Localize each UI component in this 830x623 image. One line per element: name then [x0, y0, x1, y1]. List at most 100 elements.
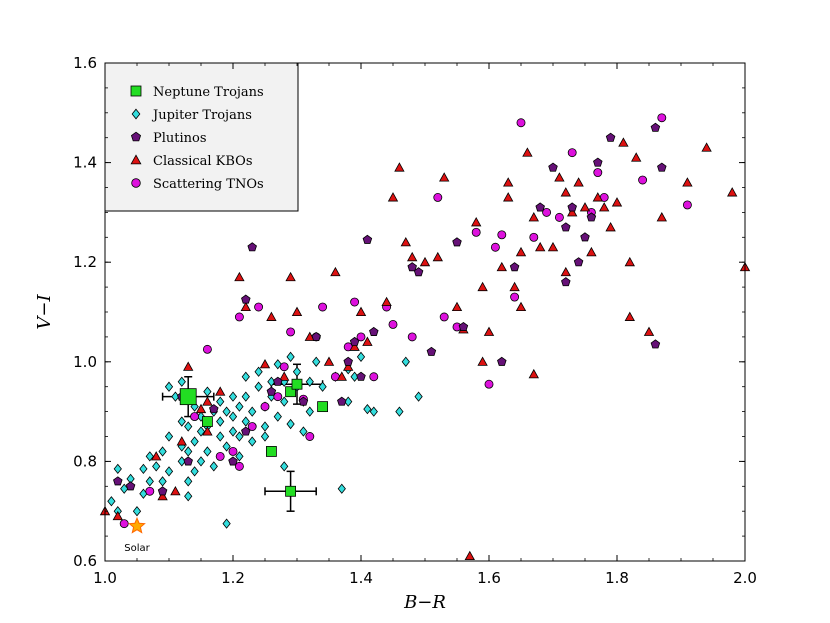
series-jupiter-trojans [107, 351, 423, 529]
data-point [170, 485, 181, 496]
data-point [330, 266, 341, 277]
data-point [234, 271, 245, 282]
data-point [286, 418, 295, 430]
data-point [624, 256, 635, 267]
data-point [273, 376, 283, 386]
data-point [656, 212, 667, 222]
legend-entry: Neptune Trojans [130, 85, 264, 100]
data-point [260, 421, 270, 432]
legend-entry: Classical KBOs [130, 154, 253, 169]
data-point [216, 396, 225, 407]
data-point [573, 177, 584, 187]
data-point [222, 518, 231, 529]
data-point [273, 392, 283, 402]
data-point [177, 376, 186, 387]
legend-label: Scattering TNOs [153, 177, 264, 192]
y-tick-label: 1.6 [73, 54, 97, 72]
data-point [216, 416, 225, 427]
data-point [580, 232, 590, 242]
data-point [318, 302, 328, 312]
data-point [203, 386, 212, 397]
data-point [395, 406, 404, 417]
data-point [362, 234, 373, 244]
data-point [158, 476, 167, 487]
data-point [727, 187, 738, 197]
data-point [125, 481, 136, 491]
data-point [241, 294, 251, 304]
data-point [201, 416, 213, 427]
data-point [599, 202, 610, 212]
data-point [631, 152, 642, 162]
data-point [235, 451, 244, 462]
data-point [164, 431, 174, 442]
data-point [317, 401, 329, 413]
legend-label: Classical KBOs [153, 154, 253, 169]
solar-star-marker [128, 516, 146, 534]
data-point [311, 331, 321, 341]
data-point [407, 251, 418, 262]
data-point [183, 361, 194, 371]
legend-marker [131, 178, 141, 188]
data-point [139, 463, 148, 475]
legend-marker [130, 154, 142, 165]
data-point [497, 356, 507, 366]
y-tick-label: 1.0 [73, 353, 97, 371]
data-point [349, 341, 360, 351]
data-point [323, 356, 335, 366]
data-point [266, 311, 277, 321]
data-point [184, 476, 193, 487]
data-point [515, 246, 527, 257]
data-point [145, 486, 155, 496]
data-point [112, 510, 123, 521]
data-point [305, 432, 315, 441]
data-point [176, 436, 187, 446]
data-point [235, 431, 244, 442]
y-tick-label: 1.4 [73, 154, 97, 172]
data-point [228, 411, 238, 422]
data-point [362, 336, 373, 346]
data-point [503, 177, 514, 187]
data-point [363, 403, 372, 415]
data-point [247, 422, 257, 431]
data-point [234, 461, 244, 471]
data-point [407, 262, 417, 272]
data-point [471, 227, 481, 237]
data-point [152, 461, 161, 472]
y-tick-label: 0.8 [73, 452, 97, 470]
data-point [184, 446, 193, 457]
data-point [298, 396, 309, 406]
data-point [222, 441, 231, 452]
data-point [343, 361, 354, 371]
data-point [215, 451, 225, 461]
data-point [528, 368, 539, 379]
data-point [579, 202, 591, 212]
data-point [196, 456, 206, 467]
legend-entry: Plutinos [130, 131, 207, 146]
data-point [567, 202, 577, 212]
data-point [305, 376, 314, 387]
data-point [273, 411, 282, 422]
data-point [337, 483, 346, 494]
data-point [657, 162, 667, 172]
data-point [107, 496, 116, 507]
data-point [561, 222, 571, 232]
data-point [561, 277, 571, 287]
data-point [650, 339, 661, 349]
data-point [145, 476, 154, 487]
data-point [547, 241, 559, 252]
data-point [177, 416, 186, 427]
data-point [183, 456, 193, 466]
x-tick-label: 2.0 [733, 569, 757, 587]
data-point [413, 267, 424, 277]
data-point [497, 230, 507, 240]
data-point [573, 257, 584, 267]
data-point [560, 187, 571, 197]
data-point [158, 446, 167, 457]
data-point [483, 326, 495, 336]
data-point [542, 207, 552, 217]
legend-marker [131, 108, 141, 120]
y-axis-label: V−I [34, 294, 55, 330]
data-point [471, 217, 482, 227]
y-tick-label: 0.6 [73, 552, 97, 570]
data-point [228, 426, 238, 437]
